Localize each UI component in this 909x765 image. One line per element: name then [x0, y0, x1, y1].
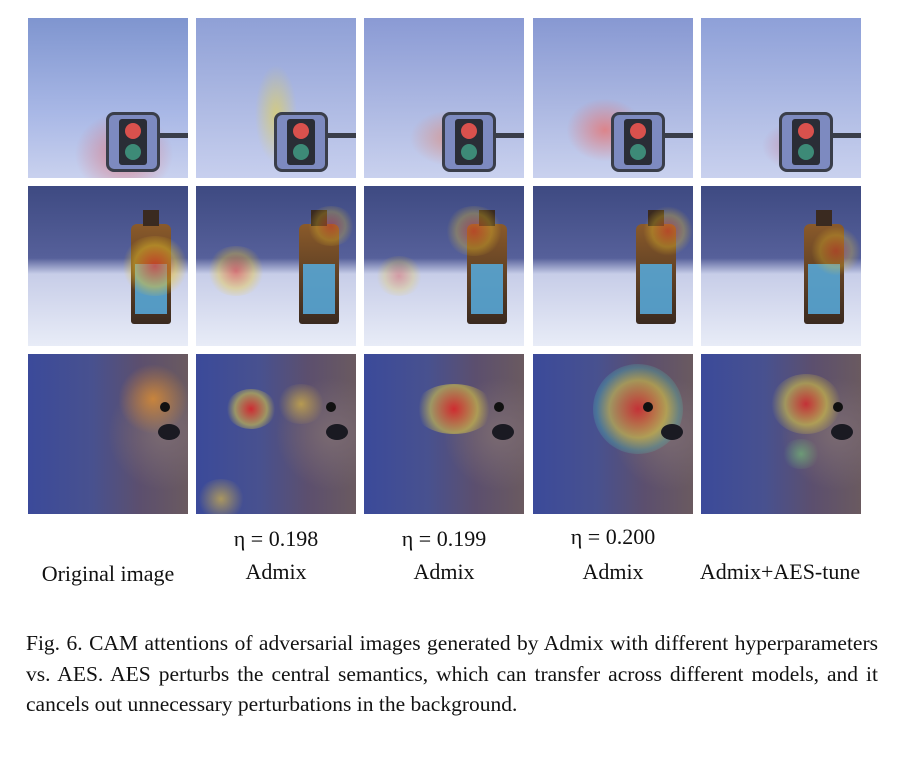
- bottle-admix-0198: [196, 186, 356, 346]
- traffic-light-original: [28, 18, 188, 178]
- column-label-admix-3: Admix: [582, 559, 644, 584]
- dog-aes-tune: [701, 354, 861, 514]
- traffic-light-admix-0200: [533, 18, 693, 178]
- bottle-aes-tune: [701, 186, 861, 346]
- eta-label-col4: η = 0.200: [570, 524, 656, 549]
- bottle-admix-0199: [364, 186, 524, 346]
- bottle-admix-0200: [533, 186, 693, 346]
- traffic-light-aes-tune: [701, 18, 861, 178]
- traffic-light-admix-0198: [196, 18, 356, 178]
- column-label-admix-1: Admix: [245, 559, 307, 584]
- eta-label-col3: η = 0.199: [401, 526, 487, 551]
- bottle-original: [28, 186, 188, 346]
- eta-label-col2: η = 0.198: [233, 526, 319, 551]
- dog-admix-0198: [196, 354, 356, 514]
- column-label-aes-tune: Admix+AES-tune: [699, 559, 861, 584]
- dog-admix-0200: [533, 354, 693, 514]
- dog-original: [28, 354, 188, 514]
- column-label-original: Original image: [41, 561, 175, 586]
- figure-caption: Fig. 6. CAM attentions of adversarial im…: [26, 631, 878, 716]
- dog-admix-0199: [364, 354, 524, 514]
- column-label-admix-2: Admix: [413, 559, 475, 584]
- traffic-light-admix-0199: [364, 18, 524, 178]
